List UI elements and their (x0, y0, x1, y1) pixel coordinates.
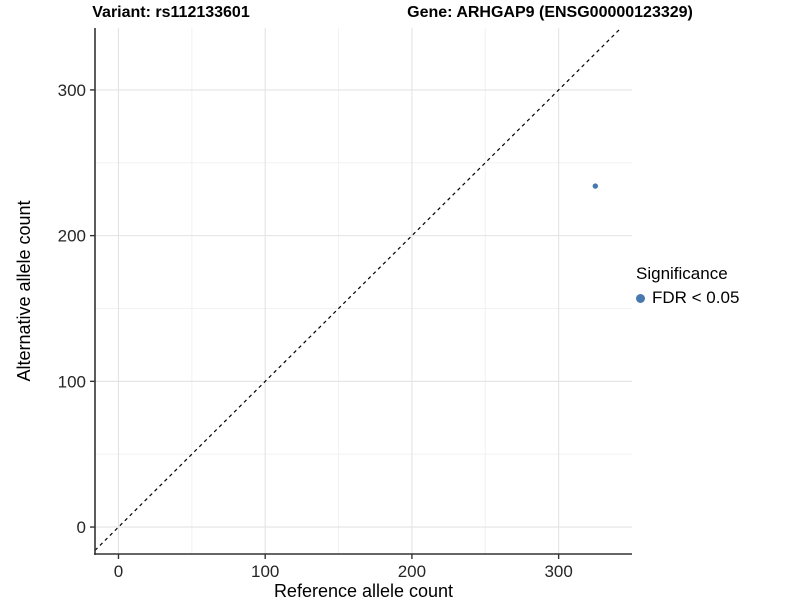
x-tick-label: 200 (398, 562, 426, 581)
y-tick-label: 0 (77, 518, 86, 537)
data-point (592, 183, 599, 189)
x-tick-label: 100 (251, 562, 279, 581)
legend-point-icon (636, 293, 645, 303)
legend-title: Significance (636, 264, 728, 283)
legend-entry: FDR < 0.05 (636, 288, 739, 308)
y-tick-label: 100 (58, 372, 86, 391)
identity-line (94, 27, 622, 551)
variant-title: Variant: rs112133601 (92, 4, 250, 21)
x-tick-label: 0 (114, 562, 123, 581)
legend-entry-label: FDR < 0.05 (652, 288, 740, 307)
y-tick-label: 200 (58, 227, 86, 246)
y-axis-title: Alternative allele count (14, 200, 34, 381)
x-axis-title: Reference allele count (274, 581, 453, 600)
legend: Significance FDR < 0.05 (636, 264, 739, 308)
y-tick-label: 300 (58, 81, 86, 100)
gene-title: Gene: ARHGAP9 (ENSG00000123329) (407, 4, 693, 21)
x-tick-label: 300 (544, 562, 572, 581)
panel-background (95, 28, 632, 554)
